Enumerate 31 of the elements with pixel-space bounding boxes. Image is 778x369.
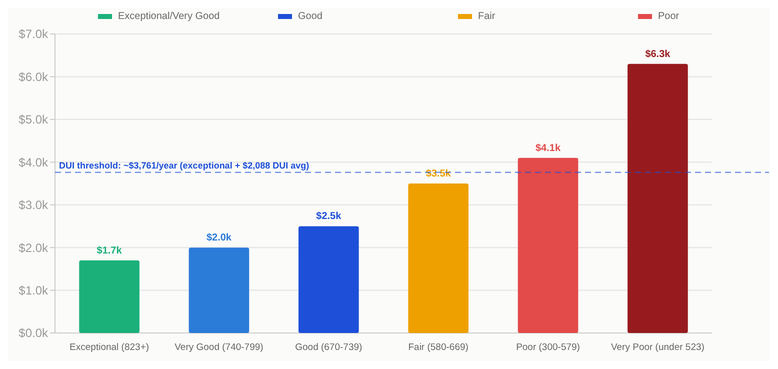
y-tick-label: $6.0k [18,70,49,84]
data-label: $6.3k [645,48,671,60]
y-tick-label: $2.0k [18,240,49,255]
y-tick-label: $4.0k [18,155,49,170]
y-tick-label: $0.0k [18,326,49,340]
ref-line-label: DUI threshold: ~$3,761/year (exceptional + $2,088 DUI avg) [59,160,310,170]
x-tick-label: Very Good (740-799) [174,342,264,353]
bar [518,158,578,333]
legend-label: Exceptional/Very Good [118,11,220,22]
x-tick-label: Exceptional (823+) [70,342,150,353]
data-label: $1.7k [96,245,122,256]
legend-label: Poor [658,11,680,22]
x-tick-label: Good (670-739) [295,342,362,353]
legend-label: Good [298,11,322,22]
bar [628,64,688,333]
x-tick-label: Very Poor (under 523) [610,342,704,353]
y-tick-label: $5.0k [18,112,49,127]
data-label: $2.0k [206,232,232,244]
bar [79,260,140,333]
y-tick-label: $1.0k [18,283,49,298]
x-tick-label: Fair (580-669) [408,342,468,353]
y-tick-label: $3.0k [18,198,49,212]
data-label: $3.5k [426,168,452,180]
data-label: $4.1k [536,142,561,154]
legend-label: Fair [478,11,496,22]
y-tick-label: $7.0k [18,27,49,42]
x-tick-label: Poor (300-579) [516,342,580,353]
bar [188,248,250,333]
bar [298,226,359,333]
bar [408,184,469,333]
data-label: $2.5k [316,211,342,222]
